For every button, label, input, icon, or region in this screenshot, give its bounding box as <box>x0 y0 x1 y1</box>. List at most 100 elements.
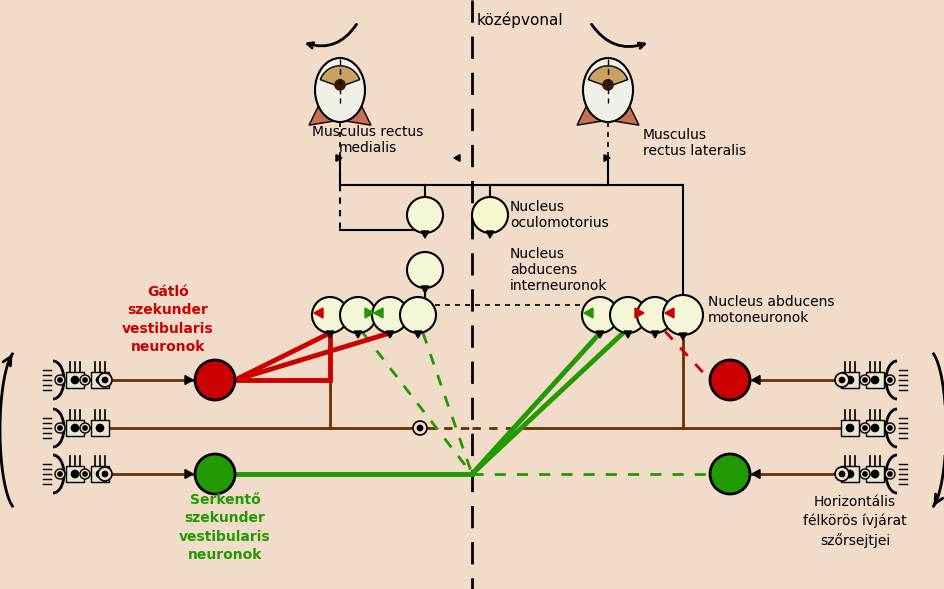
Polygon shape <box>650 331 658 338</box>
Circle shape <box>194 454 235 494</box>
FancyBboxPatch shape <box>66 466 84 482</box>
FancyBboxPatch shape <box>91 466 109 482</box>
Circle shape <box>102 472 108 477</box>
Text: Horizontális
félkörös ívjárat
szőrsejtjei: Horizontális félkörös ívjárat szőrsejtje… <box>802 495 906 548</box>
Circle shape <box>58 378 62 382</box>
FancyBboxPatch shape <box>66 420 84 436</box>
Polygon shape <box>603 155 610 161</box>
Text: középvonal: középvonal <box>477 12 563 28</box>
Ellipse shape <box>314 58 364 122</box>
Polygon shape <box>326 331 333 338</box>
Circle shape <box>96 471 104 478</box>
Polygon shape <box>374 308 382 318</box>
Circle shape <box>859 469 869 479</box>
Circle shape <box>80 423 90 433</box>
Text: Gátló
szekunder
vestibularis
neuronok: Gátló szekunder vestibularis neuronok <box>122 285 213 354</box>
Circle shape <box>55 423 65 433</box>
Circle shape <box>96 425 104 432</box>
Circle shape <box>340 297 376 333</box>
Polygon shape <box>354 331 362 338</box>
FancyBboxPatch shape <box>91 420 109 436</box>
Circle shape <box>102 378 108 382</box>
FancyBboxPatch shape <box>840 420 858 436</box>
Polygon shape <box>577 98 603 125</box>
Circle shape <box>417 425 422 431</box>
Polygon shape <box>596 331 603 338</box>
Circle shape <box>834 467 848 481</box>
Circle shape <box>838 378 844 382</box>
Circle shape <box>72 376 78 383</box>
Circle shape <box>80 375 90 385</box>
Polygon shape <box>453 155 460 161</box>
Text: Musculus
rectus lateralis: Musculus rectus lateralis <box>642 128 746 158</box>
FancyBboxPatch shape <box>865 420 883 436</box>
Circle shape <box>58 472 62 476</box>
Circle shape <box>838 472 844 477</box>
Circle shape <box>55 375 65 385</box>
Circle shape <box>709 360 750 400</box>
Polygon shape <box>679 333 686 340</box>
Ellipse shape <box>582 58 632 122</box>
Polygon shape <box>185 469 193 478</box>
Polygon shape <box>751 469 759 478</box>
Circle shape <box>862 378 866 382</box>
Circle shape <box>709 454 750 494</box>
Text: Musculus rectus
medialis: Musculus rectus medialis <box>312 125 423 155</box>
Circle shape <box>636 297 672 333</box>
Circle shape <box>96 376 104 383</box>
Polygon shape <box>386 331 394 338</box>
Circle shape <box>885 423 894 433</box>
Circle shape <box>80 469 90 479</box>
Circle shape <box>72 471 78 478</box>
Circle shape <box>471 197 508 233</box>
Polygon shape <box>344 98 371 125</box>
Polygon shape <box>485 231 494 238</box>
Polygon shape <box>421 286 429 293</box>
Polygon shape <box>751 376 759 385</box>
FancyBboxPatch shape <box>865 466 883 482</box>
FancyBboxPatch shape <box>91 372 109 388</box>
Polygon shape <box>665 308 673 318</box>
Circle shape <box>413 421 427 435</box>
Circle shape <box>887 472 891 476</box>
Circle shape <box>372 297 408 333</box>
Polygon shape <box>309 98 336 125</box>
FancyBboxPatch shape <box>66 372 84 388</box>
FancyBboxPatch shape <box>865 372 883 388</box>
Circle shape <box>870 471 878 478</box>
Polygon shape <box>185 376 193 385</box>
Polygon shape <box>336 155 342 161</box>
Circle shape <box>862 472 866 476</box>
Text: Serkentő
szekunder
vestibularis
neuronok: Serkentő szekunder vestibularis neuronok <box>179 493 271 562</box>
Circle shape <box>194 360 235 400</box>
Text: Nucleus
abducens
interneuronok: Nucleus abducens interneuronok <box>510 247 607 293</box>
Polygon shape <box>313 308 323 318</box>
Circle shape <box>885 375 894 385</box>
Text: Nucleus
oculomotorius: Nucleus oculomotorius <box>510 200 608 230</box>
Polygon shape <box>413 331 421 338</box>
Circle shape <box>55 469 65 479</box>
Circle shape <box>83 426 87 430</box>
Polygon shape <box>634 308 643 318</box>
Polygon shape <box>623 331 632 338</box>
Circle shape <box>885 469 894 479</box>
Circle shape <box>312 297 347 333</box>
Circle shape <box>870 376 878 383</box>
Circle shape <box>334 80 345 90</box>
Circle shape <box>98 373 112 387</box>
Circle shape <box>887 426 891 430</box>
Circle shape <box>846 425 852 432</box>
Circle shape <box>98 467 112 481</box>
Circle shape <box>846 376 852 383</box>
Circle shape <box>83 378 87 382</box>
Circle shape <box>407 197 443 233</box>
Wedge shape <box>588 66 627 87</box>
Circle shape <box>859 375 869 385</box>
Polygon shape <box>364 308 374 318</box>
Polygon shape <box>612 98 638 125</box>
Circle shape <box>58 426 62 430</box>
Circle shape <box>83 472 87 476</box>
Polygon shape <box>583 308 593 318</box>
Circle shape <box>663 295 702 335</box>
FancyBboxPatch shape <box>840 372 858 388</box>
